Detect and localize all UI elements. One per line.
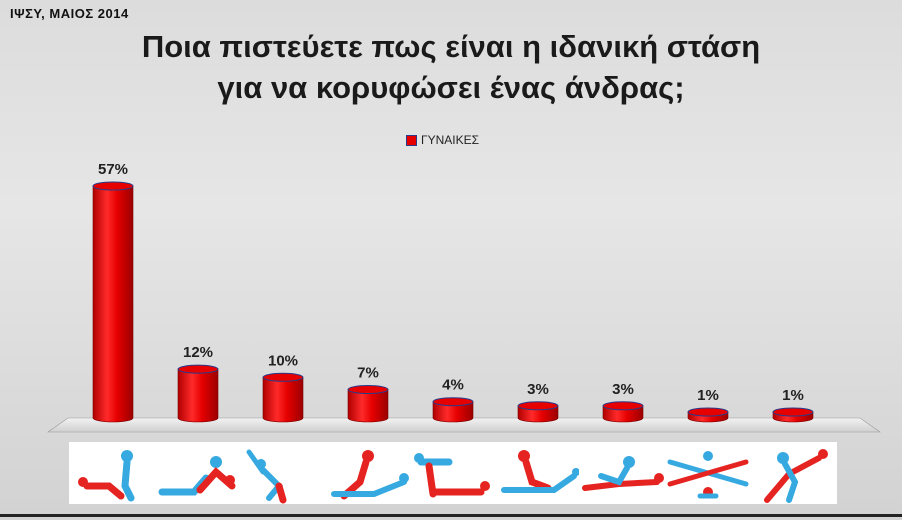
data-label-9: 1% bbox=[782, 387, 804, 404]
data-label-7: 3% bbox=[612, 381, 634, 398]
position-icon-9 bbox=[749, 442, 837, 504]
bottom-border bbox=[0, 514, 902, 517]
data-label-3: 10% bbox=[268, 352, 298, 369]
data-label-4: 7% bbox=[357, 365, 379, 382]
position-icon-8 bbox=[664, 442, 752, 504]
bar-8 bbox=[687, 407, 729, 423]
bar-1 bbox=[92, 181, 134, 423]
data-label-5: 4% bbox=[442, 377, 464, 394]
bar-chart: 57% 12% 10% 7% 4% 3% 3% 1% 1% bbox=[47, 161, 881, 433]
position-icon-3 bbox=[239, 442, 327, 504]
bar-4 bbox=[347, 385, 389, 423]
bar-9 bbox=[772, 407, 814, 423]
bars-group: 57% 12% 10% 7% 4% 3% 3% 1% 1% bbox=[92, 161, 814, 423]
bar-5 bbox=[432, 397, 474, 423]
position-icon-6 bbox=[494, 442, 582, 504]
bar-3 bbox=[262, 372, 304, 423]
position-icon-1 bbox=[69, 442, 157, 504]
bar-7 bbox=[602, 401, 644, 423]
chart-floor bbox=[47, 417, 881, 433]
position-icon-2 bbox=[154, 442, 242, 504]
position-icon-4 bbox=[324, 442, 412, 504]
legend-label: ΓΥΝΑΙΚΕΣ bbox=[421, 133, 480, 147]
category-icon-strip bbox=[0, 436, 902, 516]
data-label-6: 3% bbox=[527, 381, 549, 398]
position-icon-5 bbox=[409, 442, 497, 504]
data-label-1: 57% bbox=[98, 161, 128, 178]
source-label: ΙΨΣΥ, ΜΑΙΟΣ 2014 bbox=[10, 6, 129, 21]
data-label-2: 12% bbox=[183, 344, 213, 361]
chart-title-line-2: για να κορυφώσει ένας άνδρας; bbox=[217, 70, 685, 105]
position-icon-7 bbox=[579, 442, 667, 504]
data-label-8: 1% bbox=[697, 387, 719, 404]
chart-title-line-1: Ποια πιστεύετε πως είναι η ιδανική στάση bbox=[141, 29, 761, 64]
legend-swatch bbox=[406, 134, 417, 146]
chart-legend: ΓΥΝΑΙΚΕΣ bbox=[406, 133, 479, 147]
chart-title: Ποια πιστεύετε πως είναι η ιδανική στάση… bbox=[90, 26, 812, 108]
bar-6 bbox=[517, 401, 559, 423]
bar-2 bbox=[177, 364, 219, 423]
